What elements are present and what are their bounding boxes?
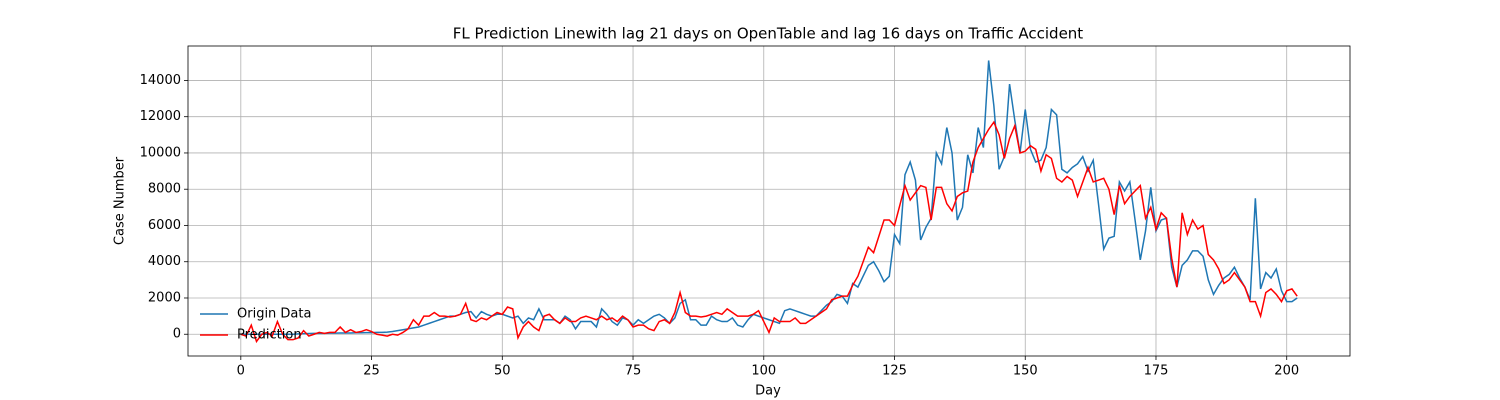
x-tick-label: 175 (1144, 364, 1169, 379)
plot-frame (187, 45, 1351, 357)
y-tick-label: 12000 (140, 109, 181, 124)
chart-title: FL Prediction Linewith lag 21 days on Op… (453, 25, 1084, 43)
y-tick-label: 0 (173, 327, 181, 342)
x-tick-label: 125 (882, 364, 907, 379)
y-tick-label: 10000 (140, 145, 181, 160)
y-tick-label: 8000 (148, 182, 181, 197)
y-tick-label: 2000 (148, 290, 181, 305)
x-tick-label: 100 (751, 364, 776, 379)
x-tick-label: 150 (1013, 364, 1038, 379)
y-tick-label: 14000 (140, 73, 181, 88)
legend-label: Prediction (237, 328, 302, 343)
x-axis-label: Day (755, 384, 781, 399)
line-series (240, 120, 1298, 344)
y-axis-label: Case Number (113, 156, 128, 245)
legend-label: Origin Data (237, 307, 311, 322)
y-tick-label: 6000 (148, 218, 181, 233)
line-series (240, 60, 1298, 335)
x-tick-label: 75 (625, 364, 642, 379)
y-tick-label: 4000 (148, 254, 181, 269)
x-tick-label: 0 (237, 364, 245, 379)
x-tick-label: 25 (363, 364, 380, 379)
x-tick-label: 200 (1274, 364, 1299, 379)
x-tick-label: 50 (494, 364, 511, 379)
